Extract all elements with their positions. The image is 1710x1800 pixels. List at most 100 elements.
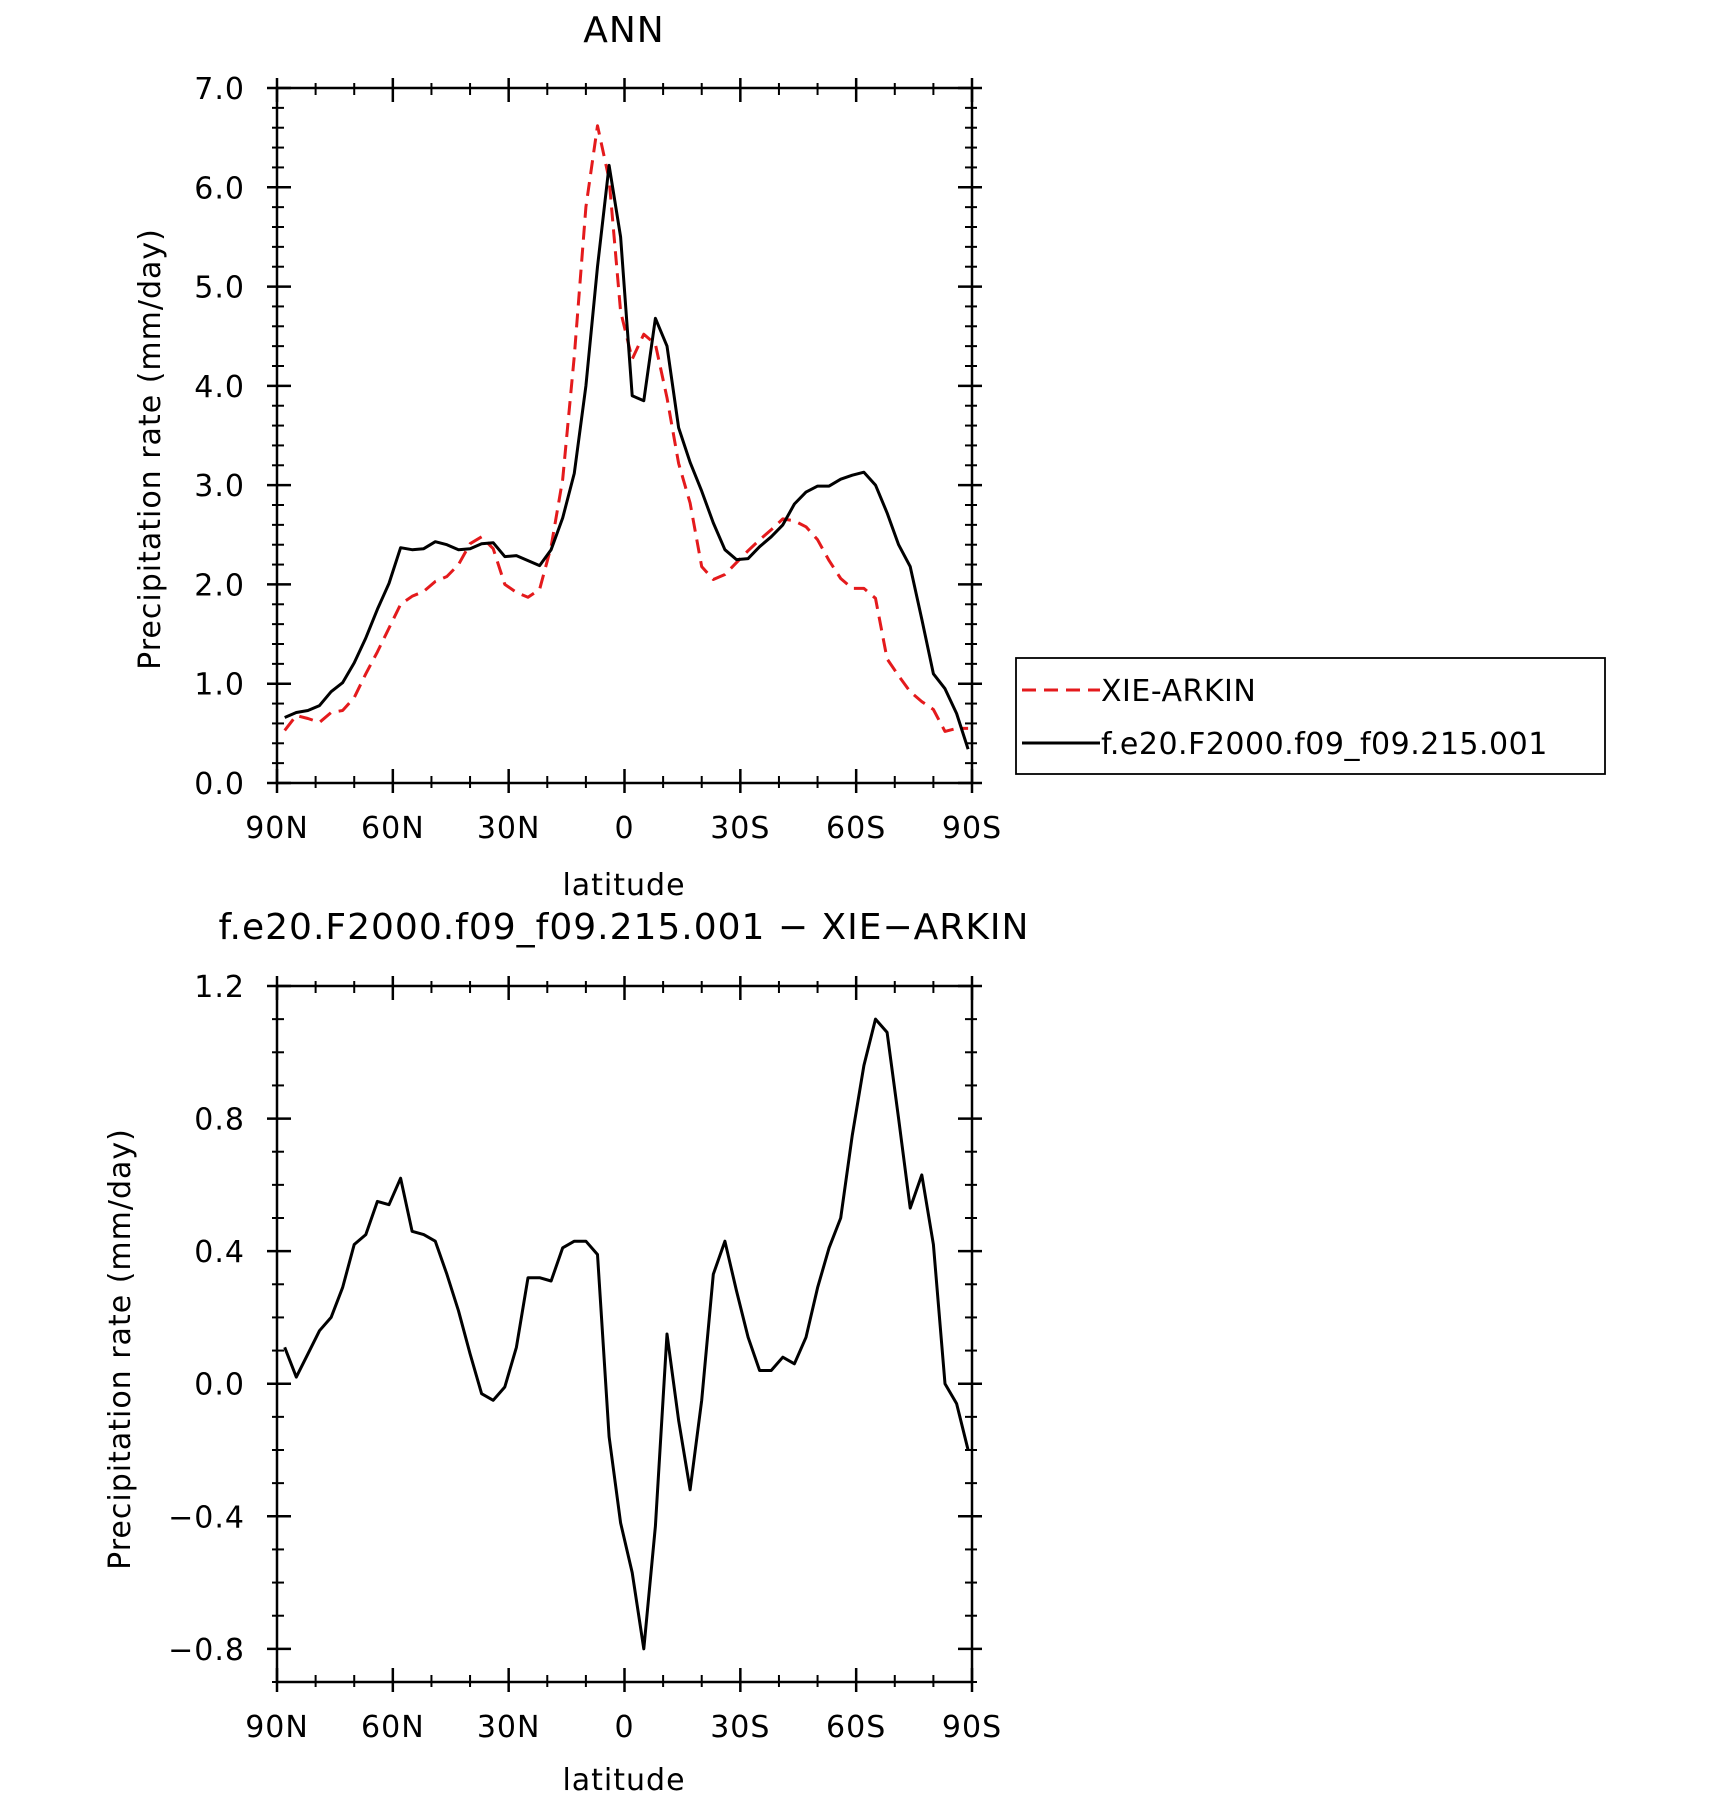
data-point	[747, 557, 750, 560]
data-point	[886, 657, 889, 660]
data-point	[422, 547, 425, 550]
y-tick-label: −0.4	[168, 1500, 245, 1535]
data-point	[445, 543, 448, 546]
data-point	[399, 603, 402, 606]
y-tick-label: −0.8	[168, 1633, 245, 1668]
data-point	[654, 1525, 657, 1528]
data-point	[584, 384, 587, 387]
data-point	[828, 1246, 831, 1249]
data-point	[909, 565, 912, 568]
data-point	[550, 1280, 553, 1283]
data-point	[700, 1399, 703, 1402]
data-point	[503, 583, 506, 586]
data-point	[503, 555, 506, 558]
data-point	[723, 548, 726, 551]
data-point	[862, 471, 865, 474]
legend-box	[1015, 657, 1606, 775]
series-line-model	[284, 163, 970, 750]
data-point	[492, 1399, 495, 1402]
data-point	[341, 1286, 344, 1289]
data-point	[353, 696, 356, 699]
data-point	[306, 1352, 309, 1355]
x-tick-label: 0	[614, 811, 634, 846]
data-point	[330, 711, 333, 714]
data-point	[909, 1207, 912, 1210]
data-point	[376, 608, 379, 611]
data-point	[608, 164, 611, 167]
data-point	[318, 704, 321, 707]
data-point	[747, 549, 750, 552]
data-point	[561, 478, 564, 481]
data-point	[805, 491, 808, 494]
data-point	[770, 528, 773, 531]
x-tick-label: 90N	[245, 1710, 309, 1745]
legend: XIE-ARKIN f.e20.F2000.f09_f09.215.001	[1015, 657, 1606, 775]
data-point	[828, 485, 831, 488]
data-point	[457, 563, 460, 566]
data-point	[538, 588, 541, 591]
y-tick-label: 3.0	[194, 469, 245, 504]
data-point	[770, 1369, 773, 1372]
data-point	[967, 727, 970, 730]
data-point	[793, 503, 796, 506]
data-point	[874, 597, 877, 600]
data-point	[341, 709, 344, 712]
data-point	[631, 1571, 634, 1574]
y-axis-label: Precipitation rate (mm/day)	[133, 228, 168, 670]
data-point	[735, 558, 738, 561]
data-point	[608, 1435, 611, 1438]
data-point	[700, 565, 703, 568]
data-point	[654, 317, 657, 320]
chart-title: f.e20.F2000.f09_f09.215.001 − XIE−ARKIN	[219, 907, 1030, 948]
y-axis-label: Precipitation rate (mm/day)	[103, 1128, 138, 1570]
data-point	[573, 472, 576, 475]
data-point	[747, 1336, 750, 1339]
data-point	[492, 541, 495, 544]
data-point	[469, 542, 472, 545]
data-point	[955, 712, 958, 715]
y-tick-label: 1.0	[194, 668, 245, 703]
x-tick-label: 90N	[245, 811, 309, 846]
data-point	[538, 1276, 541, 1279]
x-tick-label: 90S	[942, 1710, 1002, 1745]
data-point	[353, 1243, 356, 1246]
data-point	[781, 523, 784, 526]
x-tick-label: 30N	[477, 811, 541, 846]
data-point	[642, 1647, 645, 1650]
data-point	[839, 1217, 842, 1220]
data-point	[422, 590, 425, 593]
y-tick-label: 0.0	[194, 767, 245, 802]
data-point	[932, 672, 935, 675]
data-point	[897, 543, 900, 546]
data-point	[735, 1289, 738, 1292]
data-point	[457, 548, 460, 551]
data-point	[318, 1329, 321, 1332]
data-point	[909, 690, 912, 693]
data-point	[955, 727, 958, 730]
data-point	[689, 502, 692, 505]
data-point	[306, 717, 309, 720]
data-point	[515, 591, 518, 594]
y-tick-label: 2.0	[194, 568, 245, 603]
data-point	[388, 1203, 391, 1206]
data-point	[897, 1117, 900, 1120]
data-point	[631, 358, 634, 361]
data-point	[781, 1356, 784, 1359]
data-point	[330, 1316, 333, 1319]
data-point	[689, 461, 692, 464]
data-point	[596, 124, 599, 127]
data-point	[399, 546, 402, 549]
data-point	[723, 573, 726, 576]
data-point	[503, 1386, 506, 1389]
data-point	[816, 485, 819, 488]
data-point	[920, 1173, 923, 1176]
data-point	[712, 578, 715, 581]
data-point	[677, 1419, 680, 1422]
data-point	[839, 478, 842, 481]
data-point	[399, 1177, 402, 1180]
data-point	[596, 265, 599, 268]
data-point	[318, 721, 321, 724]
data-point	[851, 587, 854, 590]
data-point	[944, 730, 947, 733]
